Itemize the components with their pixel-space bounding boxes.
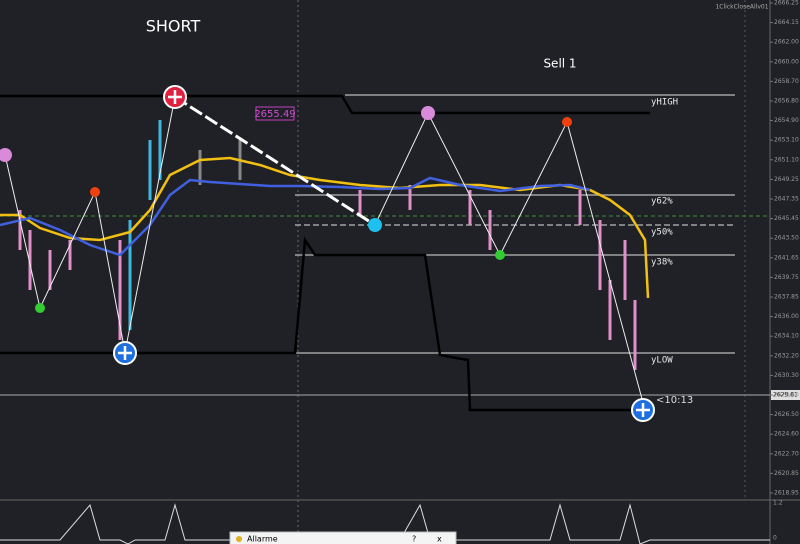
price-tick: 2647.35	[774, 196, 799, 203]
buy-signal	[113, 341, 655, 422]
pivot	[0, 148, 12, 162]
ma-slow	[0, 176, 591, 257]
price-tick: 2641.65	[774, 254, 799, 261]
price-tick: 2626.50	[774, 411, 799, 418]
price-axis: 2666.25 2664.15 2662.00 2660.00 2658.70 2656.…	[770, 0, 799, 497]
pivot	[90, 187, 100, 197]
price-marker-box	[255, 106, 295, 121]
sell-signal	[163, 85, 187, 109]
price-tick: 2651.10	[774, 156, 799, 163]
indicator-tick: 0	[773, 535, 777, 542]
price-tick: 2666.25	[774, 0, 799, 7]
candles	[18, 120, 637, 370]
level-label: y38%	[651, 258, 673, 268]
trend-line	[174, 95, 376, 227]
price-tick: 2664.15	[774, 19, 799, 26]
pivot	[495, 250, 505, 260]
alert-window[interactable]: Allarme ? x	[229, 531, 457, 544]
level-label: yHIGH	[651, 98, 678, 108]
price-tick: 2632.20	[774, 352, 799, 359]
price-tick: 2645.45	[774, 215, 799, 222]
level-label: y50%	[651, 228, 673, 238]
help-button[interactable]: ?	[412, 535, 416, 544]
signal-cross	[168, 90, 182, 104]
price-tick: 2639.75	[774, 274, 799, 281]
current-price: 2629.61	[773, 392, 798, 399]
pivot	[368, 218, 382, 232]
signal-cross	[636, 403, 650, 417]
alert-icon	[236, 536, 242, 542]
chart-title: SHORT	[146, 17, 201, 36]
price-tick: 2622.70	[774, 450, 799, 457]
close-button[interactable]: x	[437, 535, 442, 544]
price-marker: 2655.49	[254, 109, 295, 120]
pivot	[35, 303, 45, 313]
level-label: yLOW	[651, 356, 673, 366]
price-tick: 2618.95	[774, 490, 799, 497]
signal-cross	[118, 346, 132, 360]
countdown: <10:13	[656, 395, 693, 406]
alert-titlebar[interactable]	[229, 531, 457, 544]
price-tick: 2662.00	[774, 39, 799, 46]
level-label: y62%	[651, 197, 673, 207]
indicator-tick: 1.2	[773, 500, 783, 507]
ea-name: 1ClickCloseAllv01	[715, 4, 768, 11]
price-tick: 2630.30	[774, 372, 799, 379]
price-tick: 2634.10	[774, 333, 799, 340]
price-tick: 2624.60	[774, 431, 799, 438]
price-tick: 2660.00	[774, 58, 799, 65]
price-tick: 2636.00	[774, 313, 799, 320]
price-tick: 2656.80	[774, 98, 799, 105]
range-low	[0, 236, 645, 412]
price-tick: 2658.70	[774, 78, 799, 85]
signal-label: Sell 1	[543, 57, 576, 71]
alert-title: Allarme	[247, 535, 278, 544]
price-tick: 2654.90	[774, 117, 799, 124]
pivot	[421, 106, 435, 120]
price-tick: 2643.50	[774, 235, 799, 242]
price-tick: 2649.25	[774, 176, 799, 183]
price-tick: 2628.40	[774, 392, 799, 399]
price-tick: 2653.10	[774, 137, 799, 144]
current-price-box	[771, 390, 800, 400]
price-tick: 2620.85	[774, 470, 799, 477]
pivot	[562, 117, 572, 127]
price-tick: 2637.85	[774, 294, 799, 301]
ma-fast	[0, 156, 650, 299]
